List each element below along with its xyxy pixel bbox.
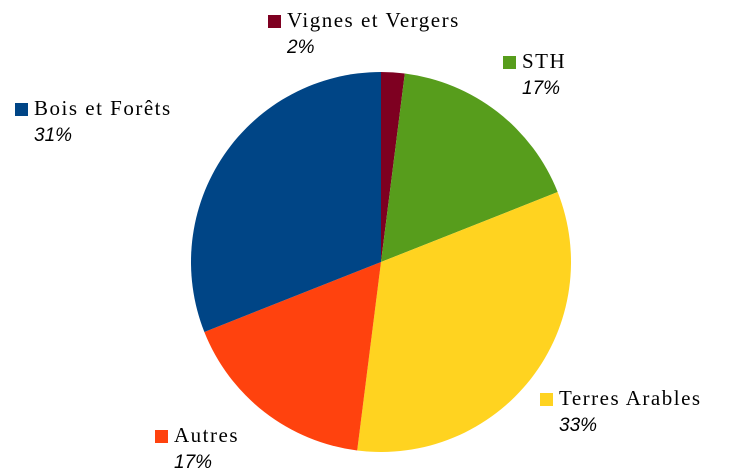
slice-label: Autres — [174, 423, 239, 447]
slice-label: Terres Arables — [559, 386, 702, 410]
pie-slice — [204, 262, 381, 451]
slice-value: 17% — [522, 78, 560, 99]
legend-swatch — [503, 56, 516, 69]
slice-value: 31% — [34, 125, 72, 146]
pie-slice — [381, 72, 405, 262]
legend-swatch — [155, 430, 168, 443]
slice-label: Vignes et Vergers — [287, 8, 460, 32]
legend-swatch — [268, 15, 281, 28]
legend-swatch — [15, 103, 28, 116]
slice-value: 17% — [174, 452, 212, 472]
legend-swatch — [540, 393, 553, 406]
slice-label: STH — [522, 49, 566, 73]
pie-slice — [357, 192, 571, 452]
slice-value: 2% — [286, 37, 315, 58]
slice-label: Bois et Forêts — [34, 96, 172, 120]
pie-slice — [381, 73, 558, 263]
slice-value: 33% — [559, 415, 597, 436]
pie-slice — [190, 72, 381, 332]
